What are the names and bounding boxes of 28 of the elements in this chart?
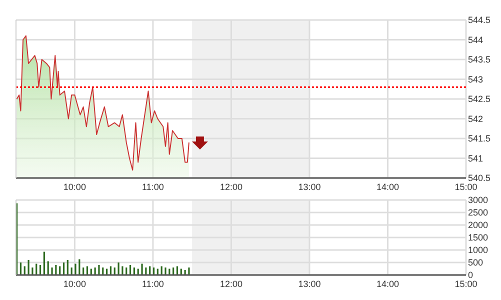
y-tick-label: 2500: [468, 208, 488, 218]
x-tick-label: 12:00: [220, 279, 242, 289]
y-tick-label: 544: [468, 34, 484, 45]
x-tick-label: 15:00: [454, 182, 478, 192]
y-tick-label: 544.5: [468, 15, 491, 26]
x-tick-label: 11:00: [142, 279, 164, 289]
y-tick-label: 500: [468, 258, 484, 268]
x-tick-label: 11:00: [142, 182, 164, 192]
x-tick-label: 15:00: [454, 279, 478, 289]
y-tick-label: 3000: [468, 195, 488, 206]
y-tick-label: 541.5: [468, 134, 491, 144]
x-tick-label: 12:00: [220, 182, 242, 192]
y-tick-label: 1000: [468, 245, 488, 256]
y-tick-label: 542.5: [468, 94, 491, 104]
y-tick-label: 542: [468, 114, 484, 124]
y-tick-label: 543: [468, 74, 484, 84]
x-tick-label: 13:00: [298, 279, 321, 289]
y-tick-label: 2000: [468, 220, 488, 230]
x-tick-label: 14:00: [376, 182, 400, 192]
y-tick-label: 541: [468, 153, 484, 164]
x-tick-label: 10:00: [63, 182, 86, 192]
x-tick-label: 13:00: [298, 182, 321, 192]
y-tick-label: 540.5: [468, 173, 491, 184]
y-tick-label: 0: [468, 270, 474, 280]
y-tick-label: 1500: [468, 232, 488, 243]
x-tick-label: 14:00: [376, 279, 400, 289]
x-tick-label: 10:00: [63, 279, 86, 289]
y-tick-label: 543.5: [468, 54, 491, 65]
